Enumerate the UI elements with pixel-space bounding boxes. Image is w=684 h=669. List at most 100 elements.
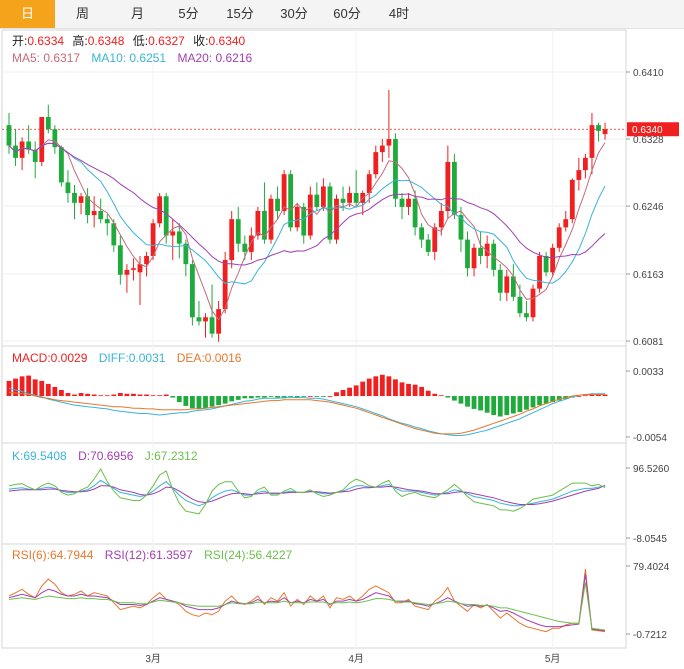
macd-bar-up (98, 395, 104, 397)
candle-up (91, 210, 97, 216)
macd-bar-down (504, 396, 510, 415)
tab-month[interactable]: 月 (130, 6, 144, 21)
macd-bar-down (530, 396, 536, 408)
candle-down (353, 193, 359, 203)
price-tick-label: 0.6163 (633, 270, 664, 281)
macd-bar-down (314, 396, 320, 397)
tab-15min[interactable]: 15分 (226, 6, 254, 21)
ma20-legend: MA20: 0.6216 (177, 51, 252, 65)
macd-bar-up (150, 395, 156, 397)
macd-bar-down (209, 396, 215, 407)
diff-value: DIFF:0.0031 (99, 351, 166, 365)
macd-bar-down (248, 396, 254, 399)
macd-bar-up (45, 383, 51, 397)
ma-lines (8, 139, 606, 321)
macd-bar-up (419, 386, 425, 397)
macd-bar-up (366, 378, 372, 397)
j-line (8, 468, 606, 515)
candle-up (484, 243, 490, 256)
rsi12-line (8, 573, 606, 632)
macd-bar-down (321, 396, 326, 397)
axis-labels: 0.6410 0.6328 0.6246 0.6163 0.6081 0.6340 3月 4月… (145, 68, 679, 665)
kdj-plot (8, 468, 606, 515)
candle-up (406, 198, 411, 207)
tab-day[interactable]: 日 (0, 0, 55, 28)
candle-down (425, 239, 431, 252)
candle-down (163, 196, 169, 236)
macd-bar-down (229, 396, 235, 402)
macd-bar-down (484, 396, 490, 413)
candle-down (6, 125, 12, 146)
candle-up (386, 139, 392, 146)
candle-down (510, 276, 516, 297)
month-label: 4月 (348, 653, 364, 665)
ma5-legend: MA5: 0.6317 (12, 51, 80, 65)
candle-down (111, 223, 117, 246)
macd-bar-up (360, 381, 366, 397)
macd-bar-up (596, 394, 601, 397)
month-label: 3月 (145, 653, 161, 665)
macd-bar-down (556, 396, 562, 401)
tab-30min[interactable]: 30分 (280, 6, 308, 21)
rsi6-value: RSI(6):64.7944 (12, 548, 94, 562)
macd-bar-up (334, 392, 339, 397)
kdj-legend: K:69.5408 D:70.6956 J:67.2312 (12, 449, 198, 463)
macd-bar-down (203, 396, 208, 409)
price-tick-label: 0.6246 (633, 202, 664, 213)
ma-legend: MA5: 0.6317 MA10: 0.6251 MA20: 0.6216 (12, 51, 252, 65)
candle-down (98, 210, 104, 220)
tab-4hour[interactable]: 4时 (388, 6, 410, 21)
macd-bar-down (196, 396, 202, 409)
price-tick-label: 0.6410 (633, 68, 664, 79)
macd-bar-up (576, 396, 582, 397)
macd-bar-up (393, 379, 398, 397)
period-tab-bar: 日 周 月 5分 15分 30分 60分 4时 (0, 0, 684, 29)
macd-bar-up (412, 384, 418, 397)
k-value: K:69.5408 (12, 449, 67, 463)
candle-up (602, 129, 608, 135)
ma5-line (8, 139, 606, 321)
ma10-line (8, 142, 606, 285)
candle-up (576, 170, 582, 180)
candle-up (216, 309, 221, 334)
macd-bar-up (163, 394, 169, 397)
macd-bar-down (222, 396, 228, 404)
macd-bar-up (85, 393, 90, 397)
candle-down (45, 116, 51, 130)
candle-down (340, 198, 346, 203)
macd-panel-frame (1, 345, 627, 444)
tab-week[interactable]: 周 (75, 6, 89, 21)
tab-60min[interactable]: 60分 (333, 6, 361, 21)
macd-bar-up (399, 382, 405, 397)
macd-bar-up (117, 393, 123, 397)
candle-up (137, 264, 143, 273)
rsi24-value: RSI(24):56.4227 (204, 548, 292, 562)
tab-5min[interactable]: 5分 (178, 6, 199, 21)
macd-bar-down (235, 396, 241, 400)
candle-up (550, 247, 556, 273)
macd-bar-down (497, 396, 503, 417)
candle-up (537, 255, 542, 289)
kdj-tick-label: 96.5260 (633, 464, 670, 475)
diff-line (8, 388, 605, 436)
macd-bar-down (537, 396, 542, 406)
candle-up (294, 206, 300, 228)
rsi-legend: RSI(6):64.7944 RSI(12):61.3597 RSI(24):5… (12, 548, 293, 562)
macd-bar-up (131, 393, 136, 397)
candle-up (19, 141, 25, 158)
candle-up (445, 161, 451, 211)
macd-bar-down (294, 396, 300, 398)
rsi-plot (8, 568, 606, 633)
macd-bar-up (19, 376, 25, 397)
candle-up (255, 210, 261, 236)
rsi12-value: RSI(12):61.3597 (105, 548, 193, 562)
macd-value: MACD:0.0029 (12, 351, 88, 365)
rsi-tick-label: 79.4024 (633, 562, 670, 573)
candle-up (366, 174, 372, 194)
macd-bar-up (137, 394, 143, 397)
candle-up (268, 198, 274, 240)
macd-bar-up (26, 375, 32, 397)
candle-up (150, 223, 156, 256)
price-tick-label: 0.6081 (633, 337, 664, 348)
macd-bar-down (517, 396, 523, 412)
